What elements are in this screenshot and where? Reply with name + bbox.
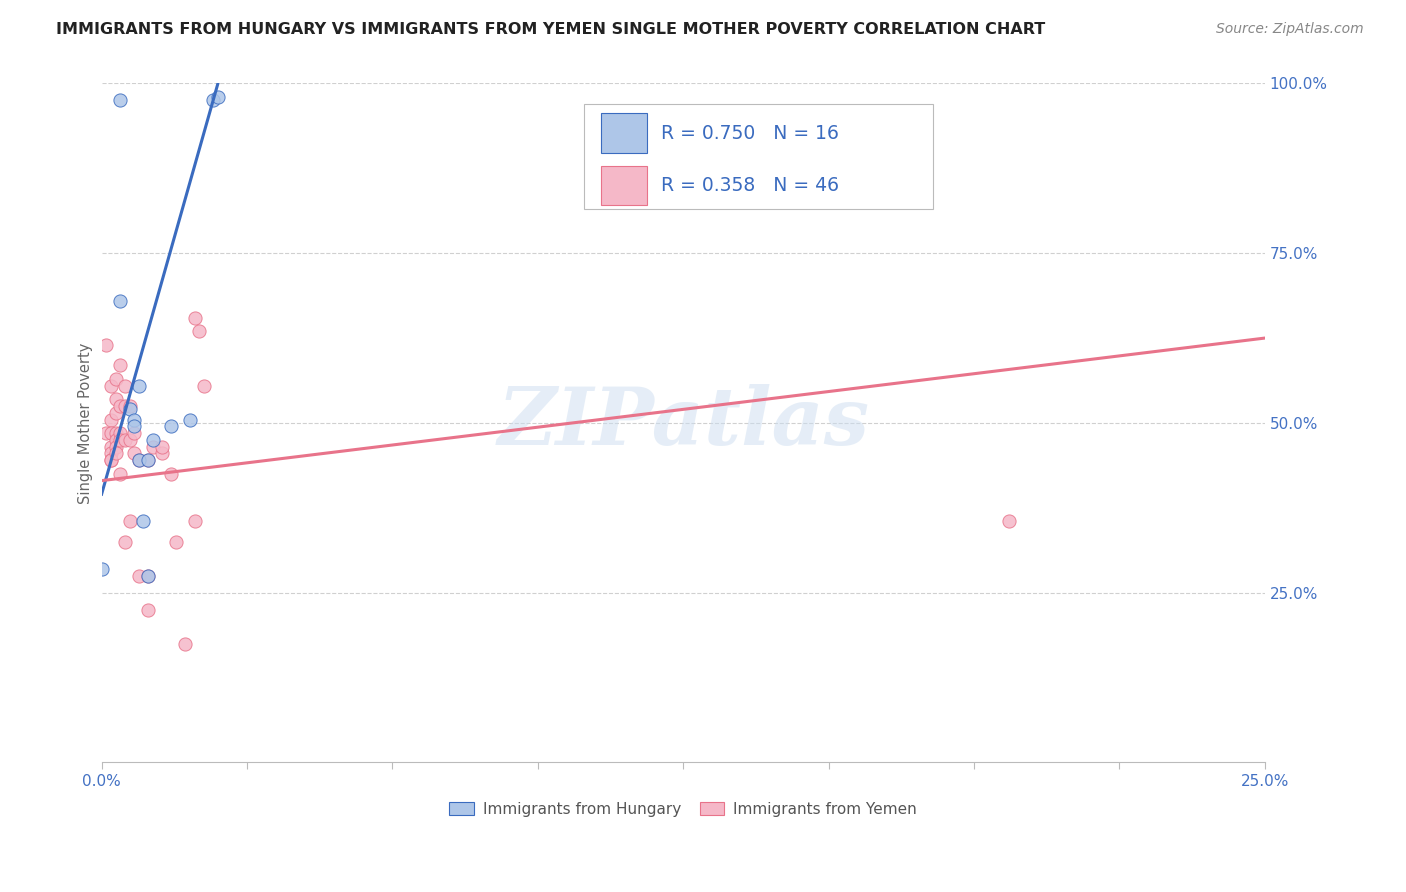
Point: [104, 372, 127, 386]
Point: [96, 426, 118, 441]
FancyBboxPatch shape: [585, 103, 934, 209]
Point: [110, 433, 132, 447]
Point: [136, 602, 159, 616]
Text: ZIPatlas: ZIPatlas: [498, 384, 869, 462]
Point: [128, 453, 150, 467]
Point: [118, 515, 141, 529]
Point: [128, 568, 150, 582]
Point: [165, 534, 187, 549]
FancyBboxPatch shape: [600, 113, 647, 153]
Point: [110, 467, 132, 481]
FancyBboxPatch shape: [600, 166, 647, 205]
Point: [118, 402, 141, 417]
Point: [100, 440, 122, 454]
Point: [207, 90, 229, 104]
Point: [100, 378, 122, 392]
Point: [136, 453, 159, 467]
Point: [179, 412, 201, 426]
Point: [90, 562, 112, 576]
Point: [104, 392, 127, 407]
Point: [174, 637, 197, 651]
Point: [114, 433, 136, 447]
Point: [118, 433, 141, 447]
Point: [118, 399, 141, 413]
Point: [114, 399, 136, 413]
Point: [150, 440, 173, 454]
Point: [128, 378, 150, 392]
Point: [136, 568, 159, 582]
Point: [142, 433, 165, 447]
Y-axis label: Single Mother Poverty: Single Mother Poverty: [79, 343, 93, 504]
Point: [110, 94, 132, 108]
Point: [183, 515, 205, 529]
Point: [160, 467, 183, 481]
Point: [998, 515, 1021, 529]
Point: [160, 419, 183, 434]
Point: [188, 324, 211, 338]
Point: [128, 453, 150, 467]
Text: IMMIGRANTS FROM HUNGARY VS IMMIGRANTS FROM YEMEN SINGLE MOTHER POVERTY CORRELATI: IMMIGRANTS FROM HUNGARY VS IMMIGRANTS FR…: [56, 22, 1046, 37]
Point: [100, 446, 122, 460]
Text: R = 0.750   N = 16: R = 0.750 N = 16: [661, 123, 839, 143]
Point: [100, 426, 122, 441]
Point: [100, 412, 122, 426]
Point: [96, 338, 118, 352]
Point: [193, 378, 215, 392]
Point: [100, 453, 122, 467]
Point: [110, 293, 132, 308]
Point: [122, 419, 145, 434]
Point: [142, 440, 165, 454]
Point: [110, 399, 132, 413]
Point: [122, 446, 145, 460]
Text: R = 0.358   N = 46: R = 0.358 N = 46: [661, 176, 839, 194]
Point: [114, 378, 136, 392]
Point: [104, 446, 127, 460]
Point: [122, 412, 145, 426]
Point: [150, 446, 173, 460]
Point: [100, 453, 122, 467]
Text: Source: ZipAtlas.com: Source: ZipAtlas.com: [1216, 22, 1364, 37]
Point: [110, 426, 132, 441]
Point: [132, 515, 155, 529]
Point: [104, 426, 127, 441]
Point: [104, 406, 127, 420]
Point: [183, 310, 205, 325]
Point: [202, 94, 225, 108]
Point: [114, 534, 136, 549]
Point: [136, 453, 159, 467]
Point: [122, 426, 145, 441]
Point: [136, 568, 159, 582]
Point: [104, 440, 127, 454]
Legend: Immigrants from Hungary, Immigrants from Yemen: Immigrants from Hungary, Immigrants from…: [443, 796, 924, 822]
Point: [104, 433, 127, 447]
Point: [110, 358, 132, 372]
